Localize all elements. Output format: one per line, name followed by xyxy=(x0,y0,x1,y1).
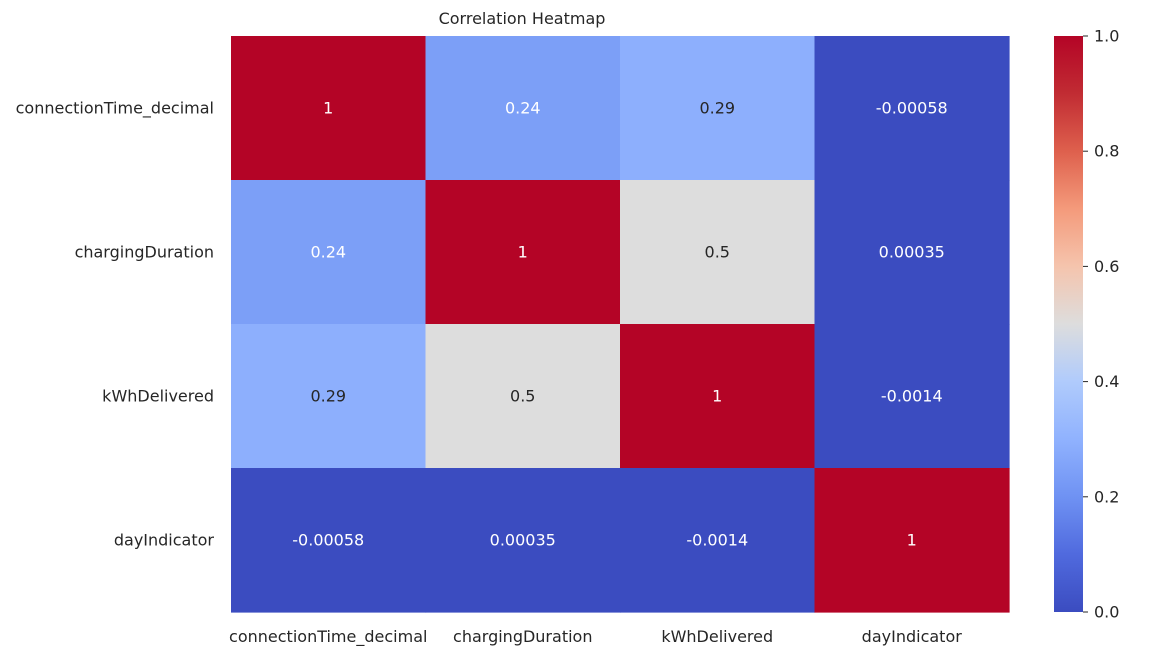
cell-annotation: -0.00058 xyxy=(292,531,364,550)
cell-annotation: -0.0014 xyxy=(881,387,943,406)
y-tick-label: kWhDelivered xyxy=(102,387,214,406)
heatmap-cell-k-wh-delivered-charging-duration xyxy=(425,324,621,469)
heatmap-cell-connection-time-decimal-day-indicator xyxy=(814,36,1010,181)
heatmap-cell-day-indicator-day-indicator xyxy=(814,468,1010,613)
heatmap-cell-k-wh-delivered-day-indicator xyxy=(814,324,1010,469)
cell-annotation: 0.29 xyxy=(310,387,346,406)
heatmap-cell-day-indicator-charging-duration xyxy=(425,468,621,613)
cell-annotation: 0.24 xyxy=(505,99,541,118)
y-tick-label: chargingDuration xyxy=(75,243,214,262)
cell-annotation: 0.5 xyxy=(705,243,730,262)
x-tick-label: dayIndicator xyxy=(862,627,963,646)
x-tick-label: kWhDelivered xyxy=(661,627,773,646)
cell-annotation: 0.5 xyxy=(510,387,535,406)
heatmap-cell-connection-time-decimal-charging-duration xyxy=(425,36,621,181)
x-tick-labels: connectionTime_decimal chargingDuration kW… xyxy=(229,627,962,647)
heatmap-cell-day-indicator-connection-time-decimal xyxy=(231,468,427,613)
cell-annotation: 0.24 xyxy=(310,243,346,262)
heatmap-cell-k-wh-delivered-k-wh-delivered xyxy=(620,324,816,469)
colorbar-tick-label: 0.2 xyxy=(1094,487,1119,506)
y-tick-label: dayIndicator xyxy=(114,531,215,550)
cell-annotation: 0.00035 xyxy=(879,243,945,262)
y-tick-label: connectionTime_decimal xyxy=(16,99,214,119)
cell-annotation: 0.29 xyxy=(699,99,735,118)
heatmap-cell-charging-duration-connection-time-decimal xyxy=(231,180,427,325)
cell-annotation: -0.00058 xyxy=(876,99,948,118)
cell-annotation: 1 xyxy=(518,243,528,262)
y-tick-labels: connectionTime_decimal chargingDuration kW… xyxy=(16,99,215,550)
heatmap-cell-charging-duration-charging-duration xyxy=(425,180,621,325)
heatmap-annotations: 1 0.24 0.29 -0.00058 0.24 1 0.5 0.00035 0.29 0.5 1… xyxy=(292,99,947,550)
heatmap-cell-charging-duration-k-wh-delivered xyxy=(620,180,816,325)
colorbar-tick-label: 0.0 xyxy=(1094,603,1119,622)
heatmap-cell-k-wh-delivered-connection-time-decimal xyxy=(231,324,427,469)
x-tick-label: connectionTime_decimal xyxy=(229,627,427,647)
heatmap-cell-connection-time-decimal-k-wh-delivered xyxy=(620,36,816,181)
colorbar-ticks: 0.0 0.2 0.4 0.6 0.8 1.0 xyxy=(1083,27,1119,622)
colorbar-tick-label: 0.4 xyxy=(1094,372,1119,391)
heatmap-cells xyxy=(231,36,1010,613)
colorbar-tick-label: 0.6 xyxy=(1094,257,1119,276)
heatmap-cell-day-indicator-k-wh-delivered xyxy=(620,468,816,613)
heatmap-cell-charging-duration-day-indicator xyxy=(814,180,1010,325)
cell-annotation: 1 xyxy=(712,387,722,406)
colorbar-tick-label: 1.0 xyxy=(1094,27,1119,46)
x-tick-label: chargingDuration xyxy=(453,627,592,646)
colorbar-tick-label: 0.8 xyxy=(1094,142,1119,161)
chart-title: Correlation Heatmap xyxy=(439,9,606,28)
heatmap-cell-connection-time-decimal-connection-time-decimal xyxy=(231,36,427,181)
cell-annotation: 1 xyxy=(907,531,917,550)
cell-annotation: -0.0014 xyxy=(686,531,748,550)
colorbar xyxy=(1054,36,1083,612)
cell-annotation: 0.00035 xyxy=(490,531,556,550)
cell-annotation: 1 xyxy=(323,99,333,118)
